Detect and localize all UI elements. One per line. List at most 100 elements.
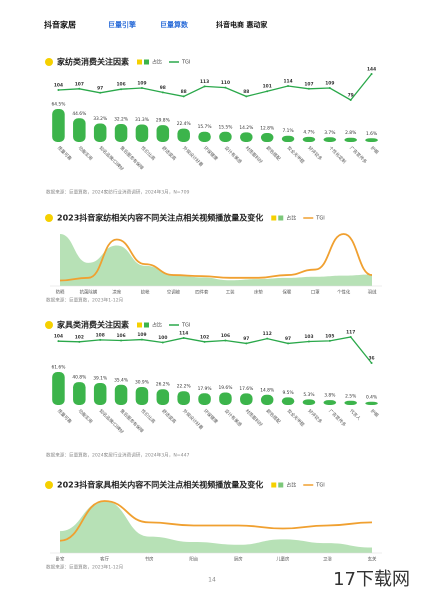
- tgi-label: 112: [263, 331, 272, 337]
- category-label: 书房: [145, 556, 154, 563]
- data-label: 40.8%: [72, 375, 86, 381]
- data-label: 2.8%: [345, 130, 356, 136]
- tgi-label: 144: [367, 67, 376, 73]
- tgi-label: 117: [346, 330, 355, 336]
- data-label: 9.5%: [282, 390, 293, 396]
- category-label: 抗菌除螨: [80, 289, 98, 296]
- data-label: 22.2%: [177, 384, 191, 390]
- tgi-point: [78, 340, 81, 343]
- category-label: 卫浴: [323, 556, 332, 563]
- legend-swatch: [144, 322, 149, 328]
- legend-label: TGI: [181, 323, 190, 329]
- bar: [52, 109, 65, 142]
- category-label: 羽绒: [368, 289, 377, 296]
- category-label: 儿童房: [276, 556, 290, 563]
- data-label: 39.1%: [93, 375, 107, 381]
- bar: [177, 391, 190, 405]
- tgi-point: [120, 339, 123, 342]
- bar: [156, 389, 170, 405]
- source-note: 数据来源：巨量算数，2023年1-12月: [46, 564, 123, 571]
- tgi-label: 98: [160, 85, 166, 91]
- bar: [135, 124, 149, 142]
- tgi-label: 79: [348, 93, 354, 99]
- tgi-point: [78, 87, 81, 90]
- tgi-point: [370, 73, 373, 75]
- tgi-label: 106: [221, 333, 230, 339]
- data-label: 22.4%: [177, 121, 191, 127]
- tgi-label: 102: [75, 334, 84, 340]
- legend-swatch: [278, 215, 284, 221]
- tgi-point: [182, 336, 185, 339]
- data-label: 3.8%: [324, 393, 335, 399]
- bar: [344, 400, 357, 405]
- tgi-line: [58, 73, 373, 101]
- watermark: 17下载网: [333, 569, 410, 590]
- tgi-point: [307, 87, 310, 90]
- chart-title: 家纺类消费关注因素: [57, 57, 129, 67]
- data-label: 61.6%: [51, 365, 65, 371]
- legend-label: TGI: [181, 60, 190, 66]
- legend-label: 占比: [152, 59, 162, 66]
- bar: [302, 136, 316, 142]
- tgi-point: [99, 338, 102, 341]
- tgi-line: [59, 500, 373, 542]
- data-label: 1.6%: [366, 131, 377, 137]
- tgi-point: [328, 339, 331, 342]
- bar: [281, 397, 295, 405]
- legend-swatch: [278, 482, 284, 488]
- bar: [323, 137, 337, 142]
- tgi-point: [203, 85, 206, 88]
- tgi-label: 100: [158, 335, 167, 341]
- tgi-point: [245, 342, 248, 345]
- area: [60, 501, 372, 553]
- category-label: 蚊帐: [141, 289, 150, 296]
- bar: [198, 131, 211, 142]
- bar: [135, 386, 149, 405]
- tgi-label: 113: [200, 79, 209, 85]
- tgi-point: [266, 90, 269, 93]
- tgi-point: [57, 340, 60, 343]
- category-label: 口罩: [311, 290, 320, 296]
- category-label: 客厅: [100, 556, 109, 563]
- legend-swatch: [271, 215, 277, 221]
- data-label: 12.8%: [260, 126, 274, 132]
- tgi-label: 97: [243, 336, 249, 342]
- tgi-label: 108: [96, 332, 105, 338]
- category-label: 护眼: [369, 145, 381, 157]
- source-note: 数据来源：巨量算数，2024家居行业消费调研，2024年3月，N=447: [46, 452, 189, 459]
- category-label: 玄关: [368, 556, 377, 563]
- bar: [260, 133, 274, 142]
- tgi-label: 105: [325, 333, 334, 339]
- tgi-point: [120, 88, 123, 91]
- bar: [240, 132, 253, 142]
- tgi-line: [58, 336, 373, 364]
- page-number: 14: [208, 577, 216, 584]
- tgi-label: 103: [304, 334, 313, 340]
- data-label: 15.7%: [198, 124, 212, 130]
- tgi-point: [161, 341, 164, 344]
- data-label: 17.6%: [239, 386, 253, 392]
- bar: [156, 125, 170, 142]
- bar: [177, 128, 190, 142]
- category-label: 四件套: [195, 289, 209, 296]
- category-label: 个性化: [337, 289, 351, 296]
- data-label: 31.3%: [135, 117, 149, 123]
- tgi-point: [307, 340, 310, 343]
- tgi-label: 88: [243, 89, 249, 95]
- bar: [52, 372, 65, 405]
- logo: 抖音电商 惠动家: [216, 20, 268, 29]
- tgi-label: 114: [179, 330, 188, 336]
- data-label: 32.2%: [114, 117, 128, 123]
- tgi-label: 88: [181, 89, 187, 95]
- tgi-point: [224, 339, 227, 342]
- category-label: 护眼: [369, 408, 381, 420]
- tgi-label: 104: [54, 83, 63, 89]
- bar: [219, 392, 232, 405]
- category-label: 防晒: [56, 289, 65, 296]
- bar: [302, 399, 316, 405]
- bar: [198, 393, 211, 405]
- data-label: 0.4%: [366, 394, 377, 400]
- data-label: 15.5%: [218, 124, 232, 130]
- data-label: 3.7%: [324, 130, 335, 136]
